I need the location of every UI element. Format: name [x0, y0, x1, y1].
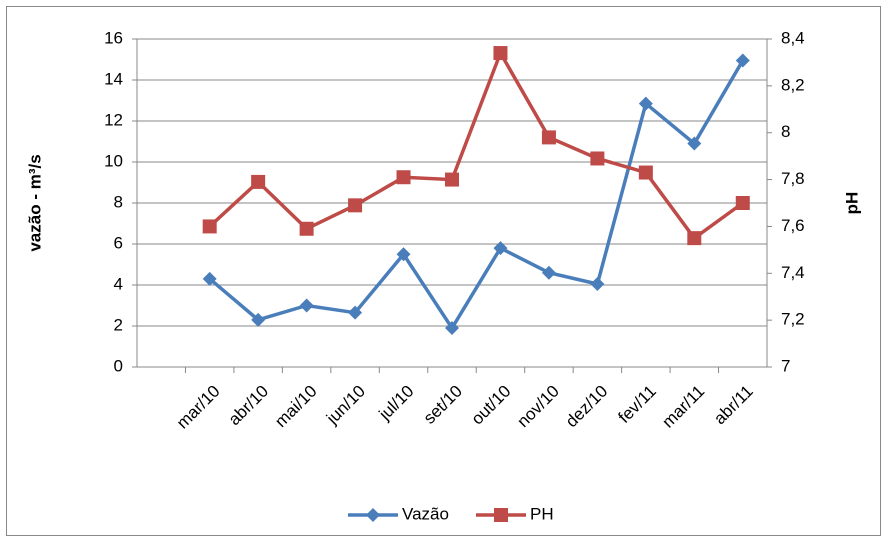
y-tick-label: 2 — [114, 315, 123, 334]
marker — [299, 221, 314, 236]
marker — [445, 321, 459, 336]
y2-tick-label: 7,2 — [781, 310, 805, 329]
y-tick-label: 0 — [114, 356, 123, 375]
marker — [445, 172, 459, 187]
y-tick-label: 8 — [114, 192, 123, 211]
marker — [251, 174, 266, 189]
y-tick-label: 16 — [104, 28, 123, 47]
marker — [687, 136, 702, 151]
y2-tick-label: 7 — [781, 356, 790, 375]
marker — [299, 298, 314, 313]
y2-tick-label: 8,4 — [781, 28, 805, 47]
marker — [735, 53, 750, 68]
marker — [396, 247, 411, 262]
marker — [541, 265, 556, 280]
y2-tick-label: 7,8 — [781, 169, 805, 188]
marker — [590, 276, 605, 291]
marker — [687, 231, 702, 246]
y2-tick-label: 8,2 — [781, 75, 805, 94]
marker — [251, 312, 266, 327]
marker — [493, 241, 508, 256]
marker — [638, 96, 653, 111]
legend-marker — [494, 508, 508, 522]
marker — [202, 271, 217, 286]
marker — [202, 219, 217, 234]
marker — [541, 130, 556, 145]
y2-tick-label: 7,6 — [781, 216, 805, 235]
y-axis-label: vazão - m³/s — [25, 154, 44, 251]
y2-axis-label: pH — [842, 192, 861, 215]
chart-frame — [6, 6, 881, 536]
marker — [638, 165, 653, 180]
marker — [348, 198, 363, 213]
marker — [348, 305, 363, 320]
series-line — [208, 48, 744, 241]
y-tick-label: 14 — [104, 69, 123, 88]
y-tick-label: 6 — [114, 233, 123, 252]
legend-marker — [366, 508, 380, 522]
y2-tick-label: 8 — [781, 122, 790, 141]
y-tick-label: 4 — [114, 274, 123, 293]
marker — [735, 196, 750, 210]
marker — [493, 46, 508, 61]
series-line — [208, 59, 745, 332]
marker — [590, 151, 605, 166]
y2-tick-label: 7,4 — [781, 263, 805, 282]
legend-label: Vazão — [402, 504, 449, 523]
y-tick-label: 12 — [104, 110, 123, 129]
legend-label: PH — [530, 504, 554, 523]
y-tick-label: 10 — [104, 151, 123, 170]
marker — [396, 170, 411, 185]
